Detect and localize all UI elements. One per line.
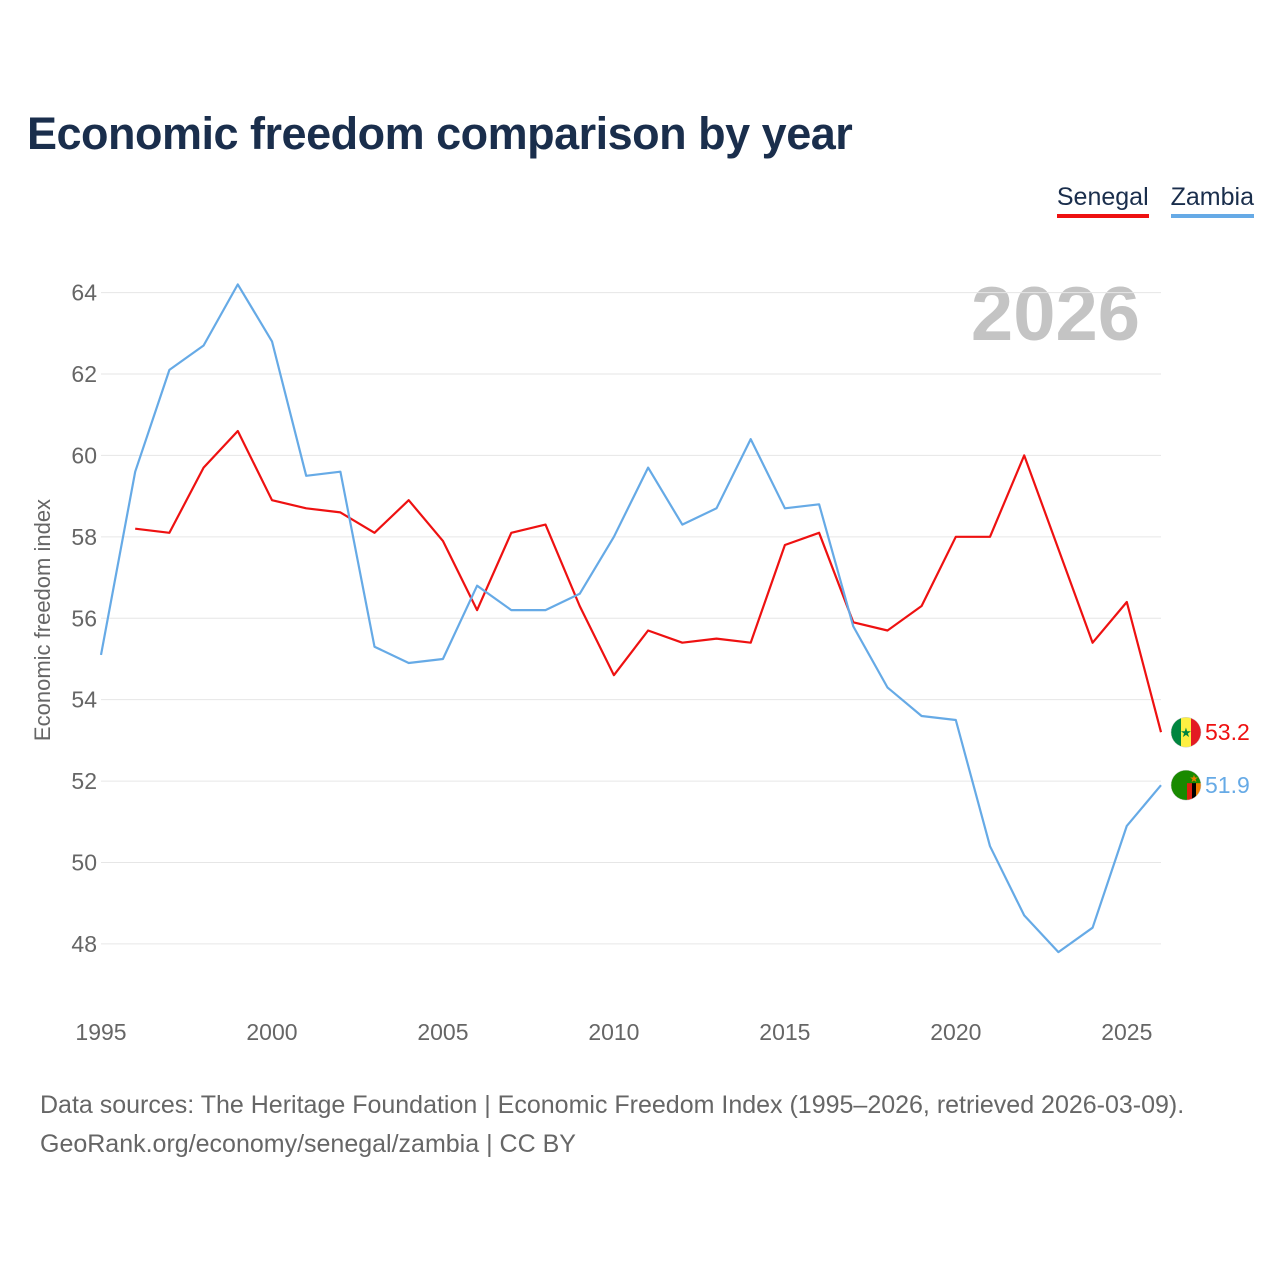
chart-title: Economic freedom comparison by year (27, 108, 853, 159)
source-line-2[interactable]: GeoRank.org/economy/senegal/zambia | CC … (40, 1130, 576, 1158)
y-tick-label: 54 (71, 687, 97, 713)
series-line-zambia[interactable] (99, 283, 1162, 954)
x-tick-label: 2025 (1101, 1019, 1152, 1045)
zambia-flag-icon: ★ (1171, 770, 1201, 801)
legend-item-zambia[interactable]: Zambia (1170, 183, 1254, 218)
zambia-flag-border (1170, 769, 1202, 801)
y-tick-label: 60 (71, 442, 97, 468)
y-tick-label: 48 (71, 931, 97, 957)
x-tick-label: 2020 (930, 1019, 981, 1045)
y-tick-label: 52 (71, 768, 97, 794)
source-line-1: Data sources: The Heritage Foundation | … (40, 1091, 1185, 1119)
y-axis-label: Economic freedom index (30, 499, 55, 741)
x-tick-label: 2010 (588, 1019, 639, 1045)
series-line-senegal[interactable] (135, 429, 1163, 733)
svg-text:★: ★ (1190, 774, 1199, 785)
senegal-end-value-label: 53.2 (1205, 719, 1250, 745)
year-watermark: 2026 (971, 272, 1140, 357)
x-tick-label: 2000 (246, 1019, 297, 1045)
y-tick-label: 64 (71, 280, 97, 306)
x-tick-label: 2015 (759, 1019, 810, 1045)
x-tick-label: 2005 (417, 1019, 468, 1045)
data-source: Data sources: The Heritage Foundation | … (40, 1086, 1184, 1164)
y-tick-label: 56 (71, 605, 97, 631)
y-tick-label: 50 (71, 850, 97, 876)
zambia-end-value-label: 51.9 (1205, 772, 1250, 798)
senegal-flag-border (1170, 716, 1202, 748)
legend-item-senegal[interactable]: Senegal (1056, 183, 1149, 218)
line-chart: 2026 48 50 52 54 56 58 60 62 64 1995 2000 2005 2010 20… (30, 272, 1250, 1045)
legend: Senegal Zambia (1056, 183, 1254, 218)
svg-text:★: ★ (1180, 725, 1192, 740)
y-tick-label: 58 (71, 524, 97, 550)
x-tick-label: 1995 (75, 1019, 126, 1045)
y-tick-label: 62 (71, 361, 97, 387)
senegal-flag-icon: ★ (1171, 717, 1201, 748)
